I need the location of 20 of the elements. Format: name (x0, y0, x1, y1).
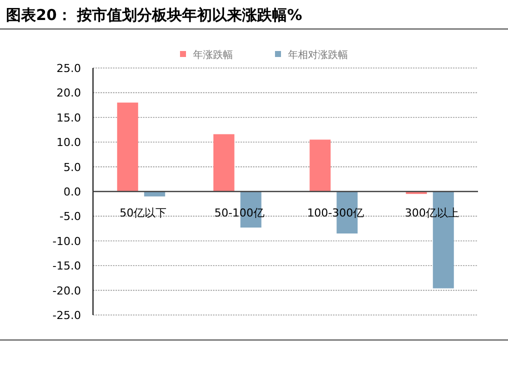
y-tick-label: 25.0 (56, 62, 81, 75)
legend-label: 年相对涨跌幅 (288, 49, 348, 61)
legend-label: 年涨跌幅 (193, 49, 233, 61)
bar (213, 134, 234, 192)
y-tick-label: -25.0 (52, 309, 81, 322)
y-tick-label: -10.0 (52, 234, 81, 248)
y-tick-label: 5.0 (64, 160, 81, 174)
y-tick-label: 15.0 (56, 111, 81, 124)
bar (310, 140, 331, 192)
x-tick-label: 50亿以下 (120, 206, 167, 220)
y-tick-label: -15.0 (52, 260, 81, 273)
chart-title: 图表20： 按市值划分板块年初以来涨跌幅% (6, 6, 302, 24)
y-tick-label: -20.0 (52, 284, 81, 298)
bar (144, 192, 166, 196)
x-tick-label: 100-300亿 (307, 206, 364, 220)
y-tick-label: -5.0 (60, 210, 81, 224)
bar (117, 102, 138, 192)
y-tick-label: 10.0 (56, 136, 81, 150)
y-tick-label: 0.0 (64, 186, 81, 198)
y-tick-label: 20.0 (56, 86, 81, 100)
